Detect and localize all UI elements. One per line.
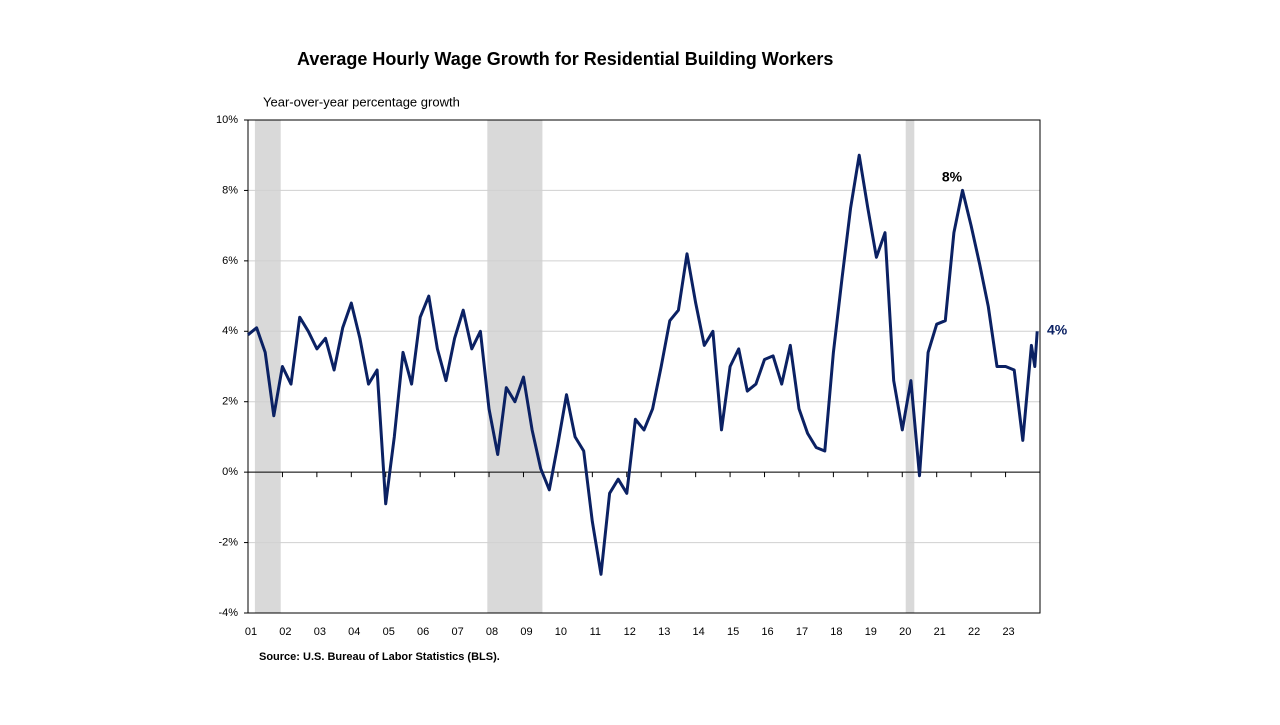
annotation: 8% (942, 169, 963, 185)
y-tick-label: 2% (222, 396, 238, 408)
recession-shade (487, 120, 543, 613)
source: Source: U.S. Bureau of Labor Statistics … (259, 651, 500, 663)
x-tick-label: 23 (1002, 626, 1014, 638)
x-tick-label: 06 (417, 626, 429, 638)
annotation: 4% (1047, 322, 1068, 338)
y-tick-label: 8% (222, 184, 238, 196)
y-tick-label: -4% (218, 607, 238, 619)
x-tick-label: 04 (348, 626, 360, 638)
x-tick-label: 11 (590, 626, 601, 638)
plot-frame (247, 119, 1041, 614)
x-tick-label: 05 (383, 626, 395, 638)
x-tick-label: 02 (279, 626, 291, 638)
y-tick-label: 6% (222, 255, 238, 267)
x-tick-label: 12 (624, 626, 636, 638)
x-tick-label: 13 (658, 626, 670, 638)
x-tick-label: 14 (693, 626, 705, 638)
y-axis-label: Year-over-year percentage growth (263, 94, 460, 109)
x-tick-label: 07 (451, 626, 463, 638)
x-tick-label: 19 (865, 626, 877, 638)
y-tick-label: 0% (222, 466, 238, 478)
recession-shade (905, 120, 915, 613)
x-tick-label: 03 (314, 626, 326, 638)
x-tick-label: 01 (245, 626, 257, 638)
x-tick-label: 22 (968, 626, 980, 638)
x-tick-label: 18 (830, 626, 842, 638)
x-tick-label: 15 (727, 626, 739, 638)
x-tick-label: 09 (520, 626, 532, 638)
x-tick-label: 21 (934, 626, 946, 638)
data-line (247, 153, 1039, 576)
chart-title: Average Hourly Wage Growth for Residenti… (297, 49, 833, 69)
x-tick-label: 17 (796, 626, 808, 638)
y-tick-label: 4% (222, 325, 238, 337)
x-tick-label: 10 (555, 626, 567, 638)
x-tick-label: 16 (761, 626, 773, 638)
y-tick-label: 10% (216, 114, 238, 126)
y-tick-label: -2% (218, 536, 238, 548)
x-tick-label: 20 (899, 626, 911, 638)
x-tick-label: 08 (486, 626, 498, 638)
